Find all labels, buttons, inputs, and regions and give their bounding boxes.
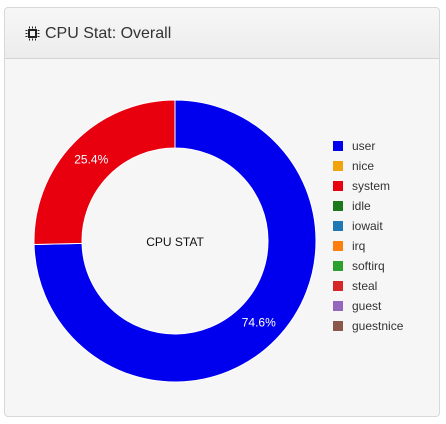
legend-swatch-guest (333, 301, 343, 311)
cpu-stat-panel: CPU Stat: Overall CPU STAT 74.6% 25.4% us… (4, 7, 440, 417)
legend-item-user[interactable]: user (333, 137, 443, 157)
legend-label-steal: steal (352, 279, 378, 293)
legend-swatch-idle (333, 201, 343, 211)
donut-slice-system[interactable] (33, 99, 176, 246)
donut-slices (33, 99, 317, 383)
legend-item-steal[interactable]: steal (333, 277, 443, 297)
legend-swatch-iowait (333, 221, 343, 231)
legend-swatch-system (333, 181, 343, 191)
legend-label-irq: irq (352, 239, 366, 253)
legend-item-softirq[interactable]: softirq (333, 257, 443, 277)
legend-label-softirq: softirq (352, 259, 385, 273)
legend-item-nice[interactable]: nice (333, 157, 443, 177)
panel-header: CPU Stat: Overall (5, 8, 439, 59)
legend-label-user: user (352, 139, 376, 153)
legend-swatch-nice (333, 161, 343, 171)
chart-legend: user nice system idle iowait irq softirq steal g… (333, 137, 443, 337)
legend-item-guestnice[interactable]: guestnice (333, 317, 443, 337)
legend-swatch-softirq (333, 261, 343, 271)
legend-swatch-irq (333, 241, 343, 251)
chart-center-label: CPU STAT (146, 235, 204, 249)
legend-item-irq[interactable]: irq (333, 237, 443, 257)
slice-label-user: 74.6% (242, 316, 276, 330)
legend-label-nice: nice (352, 159, 375, 173)
legend-label-iowait: iowait (352, 219, 383, 233)
slice-label-system: 25.4% (74, 152, 108, 166)
legend-swatch-user (333, 141, 343, 151)
legend-swatch-steal (333, 281, 343, 291)
legend-swatch-guestnice (333, 321, 343, 331)
legend-item-iowait[interactable]: iowait (333, 217, 443, 237)
legend-label-system: system (352, 179, 391, 193)
donut-slice-labels: 74.6% 25.4% (74, 152, 276, 329)
legend-item-idle[interactable]: idle (333, 197, 443, 217)
legend-item-system[interactable]: system (333, 177, 443, 197)
cpu-chip-icon (25, 26, 40, 41)
legend-label-guest: guest (352, 299, 382, 313)
legend-label-idle: idle (352, 199, 371, 213)
donut-slice-user[interactable] (33, 99, 317, 383)
legend-item-guest[interactable]: guest (333, 297, 443, 317)
panel-title: CPU Stat: Overall (45, 25, 172, 42)
legend-label-guestnice: guestnice (352, 319, 404, 333)
chart-area: CPU STAT 74.6% 25.4% user nice system idle io… (5, 60, 439, 416)
